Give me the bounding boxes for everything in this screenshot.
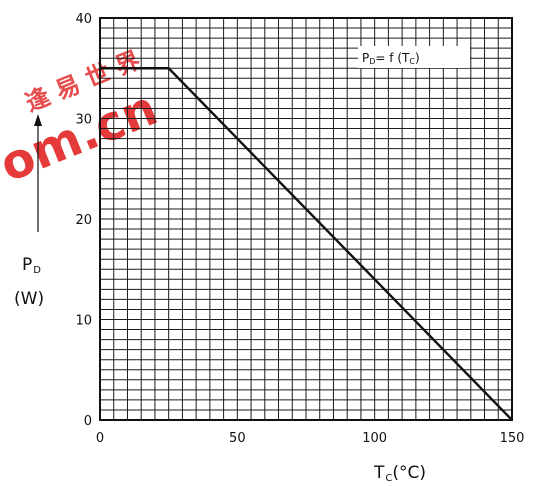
formula-p-sub: D: [369, 57, 375, 66]
plot-frame: [99, 17, 513, 421]
formula-end: ): [415, 51, 420, 65]
formula-background: [358, 46, 470, 68]
y-axis-label: PD: [22, 255, 41, 276]
x-tick-labels: 0 50 100 150: [96, 431, 525, 446]
x-tick-label: 150: [500, 431, 525, 446]
y-axis-title: PD (W): [14, 114, 44, 309]
formula-mid: = f (T: [375, 51, 410, 65]
y-axis-arrow-head: [34, 114, 42, 126]
series-layer: [100, 67, 513, 421]
y-tick-label: 30: [75, 113, 92, 128]
x-axis-label: TC(°C): [373, 463, 426, 484]
x-tick-label: 0: [96, 431, 104, 446]
formula-annotation: PD= f (TC): [358, 46, 470, 68]
y-axis-symbol: P: [22, 255, 32, 275]
series-line-1: [100, 67, 513, 421]
formula-t-sub: C: [409, 57, 415, 66]
x-axis-symbol: T: [373, 463, 385, 483]
y-tick-label: 20: [75, 213, 92, 228]
y-tick-label: 40: [75, 12, 92, 27]
x-tick-label: 100: [362, 431, 387, 446]
x-axis-subscript: C: [385, 473, 392, 484]
formula-text: PD= f (TC): [362, 51, 420, 66]
y-axis-subscript: D: [33, 265, 41, 276]
x-axis-title: TC(°C): [373, 463, 426, 484]
x-axis-unit: (°C): [392, 463, 426, 483]
y-tick-labels: 0 10 20 30 40: [75, 12, 92, 429]
y-tick-label: 0: [84, 414, 92, 429]
y-tick-label: 10: [75, 314, 92, 329]
plot-border: [99, 17, 513, 421]
chart-grid: [100, 18, 512, 420]
formula-p: P: [362, 51, 369, 65]
x-tick-label: 50: [229, 431, 246, 446]
y-axis-unit: (W): [14, 289, 44, 309]
